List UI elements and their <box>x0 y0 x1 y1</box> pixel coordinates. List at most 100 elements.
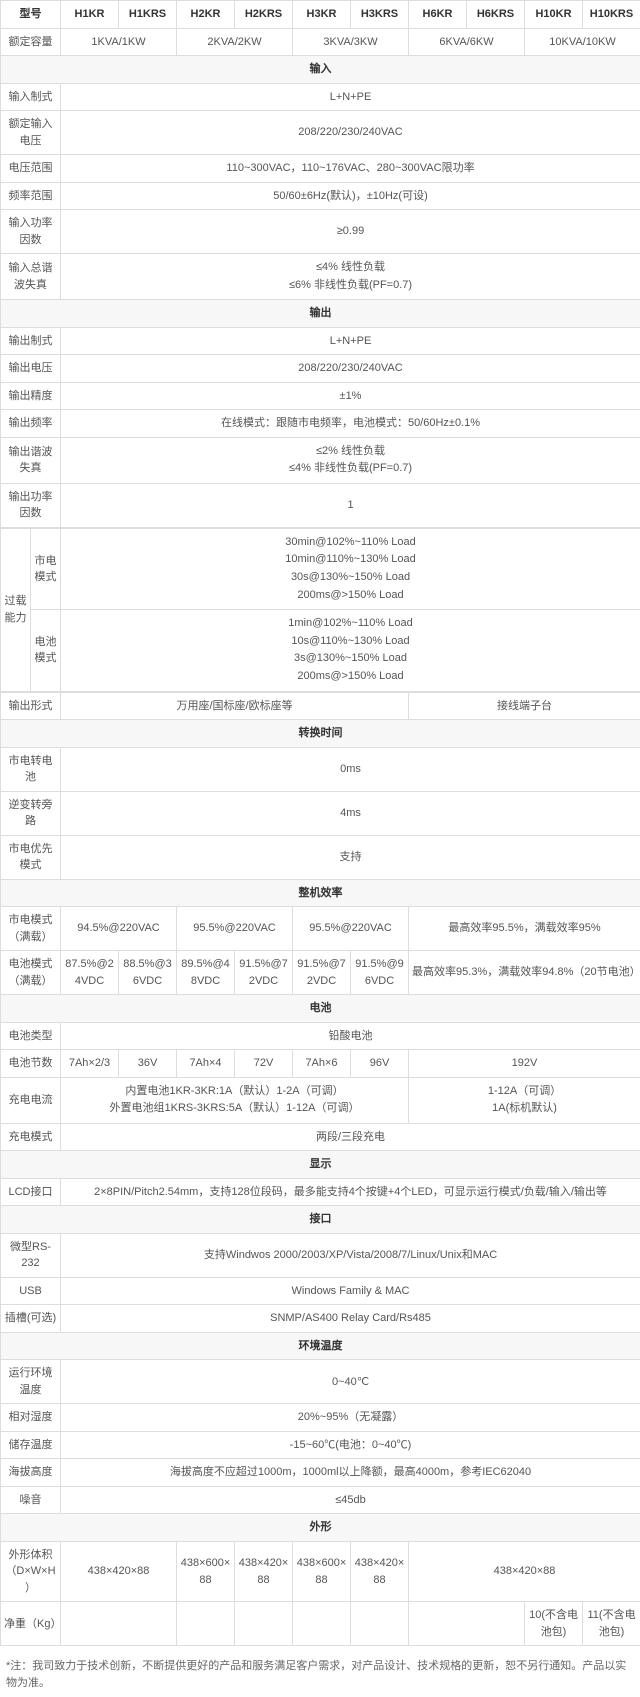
capacity-12: 1KVA/1KW <box>61 28 177 56</box>
battery-cur-label: 充电电流 <box>1 1077 61 1123</box>
iface-rs-label: 微型RS-232 <box>1 1233 61 1277</box>
output-form-b: 接线端子台 <box>409 692 640 720</box>
shape-w5 <box>293 1602 351 1646</box>
battery-c4: 72V <box>235 1050 293 1078</box>
overload-mains: 30min@102%~110% Load10min@110%~130% Load… <box>61 528 640 609</box>
input-thd: ≤4% 线性负载≤6% 非线性负载(PF=0.7) <box>61 254 640 300</box>
battery-cur-a: 内置电池1KR-3KR:1A（默认）1-2A（可调）外置电池组1KRS-3KRS… <box>61 1077 409 1123</box>
section-eff: 整机效率 <box>1 879 640 907</box>
eff-m12: 94.5%@220VAC <box>61 907 177 951</box>
battery-cur-b: 1-12A（可调）1A(标机默认) <box>409 1077 640 1123</box>
battery-c1: 7Ah×2/3 <box>61 1050 119 1078</box>
output-method-label: 输出制式 <box>1 327 61 355</box>
input-ratedv-label: 额定输入电压 <box>1 111 61 155</box>
input-vrange: 110~300VAC，110~176VAC、280~300VAC限功率 <box>61 155 640 183</box>
battery-c710: 192V <box>409 1050 640 1078</box>
input-ratedv: 208/220/230/240VAC <box>61 111 640 155</box>
spec-table: 型号 H1KR H1KRS H2KR H2KRS H3KR H3KRS H6KR… <box>0 0 640 528</box>
input-vrange-label: 电压范围 <box>1 155 61 183</box>
section-iface: 接口 <box>1 1206 640 1234</box>
input-method-label: 输入制式 <box>1 83 61 111</box>
battery-c6: 96V <box>351 1050 409 1078</box>
env-alt-label: 海拔高度 <box>1 1459 61 1487</box>
header-m8: H6KRS <box>467 1 525 29</box>
output-freq: 在线模式：跟随市电频率，电池模式：50/60Hz±0.1% <box>61 410 640 438</box>
input-frange: 50/60±6Hz(默认)，±10Hz(可设) <box>61 182 640 210</box>
header-m9: H10KR <box>525 1 583 29</box>
shape-w10: 11(不含电池包) <box>583 1602 640 1646</box>
iface-rs: 支持Windwos 2000/2003/XP/Vista/2008/7/Linu… <box>61 1233 640 1277</box>
section-display: 显示 <box>1 1151 640 1179</box>
section-shape: 外形 <box>1 1514 640 1542</box>
battery-count-label: 电池节数 <box>1 1050 61 1078</box>
header-m7: H6KR <box>409 1 467 29</box>
header-m6: H3KRS <box>351 1 409 29</box>
eff-b5: 91.5%@72VDC <box>293 951 351 995</box>
output-method: L+N+PE <box>61 327 640 355</box>
eff-b710: 最高效率95.3%，满载效率94.8%（20节电池） <box>409 951 640 995</box>
input-pf: ≥0.99 <box>61 210 640 254</box>
iface-usb: Windows Family & MAC <box>61 1277 640 1305</box>
header-m10: H10KRS <box>583 1 640 29</box>
eff-b1: 87.5%@24VDC <box>61 951 119 995</box>
iface-usb-label: USB <box>1 1277 61 1305</box>
spec-table-2: 输出形式 万用座/国标座/欧标座等 接线端子台 转换时间 市电转电池0ms 逆变… <box>0 692 640 1647</box>
iface-slot: SNMP/AS400 Relay Card/Rs485 <box>61 1305 640 1333</box>
overload-batt-label: 电池模式 <box>31 610 61 691</box>
env-op: 0~40℃ <box>61 1360 640 1404</box>
footnote: *注：我司致力于技术创新，不断提供更好的产品和服务满足客户需求，对产品设计、技术… <box>0 1646 640 1697</box>
eff-m56: 95.5%@220VAC <box>293 907 409 951</box>
header-m4: H2KRS <box>235 1 293 29</box>
eff-batt-label: 电池模式（满载） <box>1 951 61 995</box>
section-transfer: 转换时间 <box>1 720 640 748</box>
input-pf-label: 输入功率因数 <box>1 210 61 254</box>
env-noise-label: 噪音 <box>1 1486 61 1514</box>
section-battery: 电池 <box>1 995 640 1023</box>
battery-c3: 7Ah×4 <box>177 1050 235 1078</box>
shape-wt-label: 净重（Kg） <box>1 1602 61 1646</box>
shape-d6: 438×420×88 <box>351 1541 409 1602</box>
input-thd-label: 输入总谐波失真 <box>1 254 61 300</box>
output-acc-label: 输出精度 <box>1 382 61 410</box>
eff-b6: 91.5%@96VDC <box>351 951 409 995</box>
shape-w9: 10(不含电池包) <box>525 1602 583 1646</box>
battery-type: 铅酸电池 <box>61 1022 640 1050</box>
env-alt: 海拔高度不应超过1000m，1000ml以上降额，最高4000m，参考IEC62… <box>61 1459 640 1487</box>
input-method: L+N+PE <box>61 83 640 111</box>
output-form-a: 万用座/国标座/欧标座等 <box>61 692 409 720</box>
shape-w78 <box>409 1602 525 1646</box>
env-st: -15~60℃(电池：0~40℃) <box>61 1431 640 1459</box>
env-noise: ≤45db <box>61 1486 640 1514</box>
output-form-label: 输出形式 <box>1 692 61 720</box>
header-m5: H3KR <box>293 1 351 29</box>
eff-mains-label: 市电模式（满载） <box>1 907 61 951</box>
env-rh-label: 相对湿度 <box>1 1404 61 1432</box>
eff-m710: 最高效率95.5%，满载效率95% <box>409 907 640 951</box>
transfer-byp-label: 逆变转旁路 <box>1 791 61 835</box>
shape-dim-label: 外形体积（D×W×H） <box>1 1541 61 1602</box>
overload-label: 过载能力 <box>1 528 31 691</box>
overload-batt: 1min@102%~110% Load10s@110%~130% Load 3s… <box>61 610 640 691</box>
output-v-label: 输出电压 <box>1 355 61 383</box>
capacity-78: 6KVA/6KW <box>409 28 525 56</box>
shape-d3: 438×600×88 <box>177 1541 235 1602</box>
shape-d12: 438×420×88 <box>61 1541 177 1602</box>
overload-table: 过载能力 市电模式 30min@102%~110% Load10min@110%… <box>0 528 640 692</box>
header-model-label: 型号 <box>1 1 61 29</box>
shape-w6 <box>351 1602 409 1646</box>
header-m3: H2KR <box>177 1 235 29</box>
section-env: 环境温度 <box>1 1332 640 1360</box>
transfer-byp: 4ms <box>61 791 640 835</box>
input-frange-label: 频率范围 <box>1 182 61 210</box>
shape-d710: 438×420×88 <box>409 1541 640 1602</box>
capacity-910: 10KVA/10KW <box>525 28 640 56</box>
shape-d4: 438×420×88 <box>235 1541 293 1602</box>
output-pf-label: 输出功率因数 <box>1 483 61 527</box>
eff-m34: 95.5%@220VAC <box>177 907 293 951</box>
transfer-pri: 支持 <box>61 835 640 879</box>
transfer-mb: 0ms <box>61 747 640 791</box>
output-acc: ±1% <box>61 382 640 410</box>
battery-type-label: 电池类型 <box>1 1022 61 1050</box>
transfer-pri-label: 市电优先模式 <box>1 835 61 879</box>
header-m1: H1KR <box>61 1 119 29</box>
